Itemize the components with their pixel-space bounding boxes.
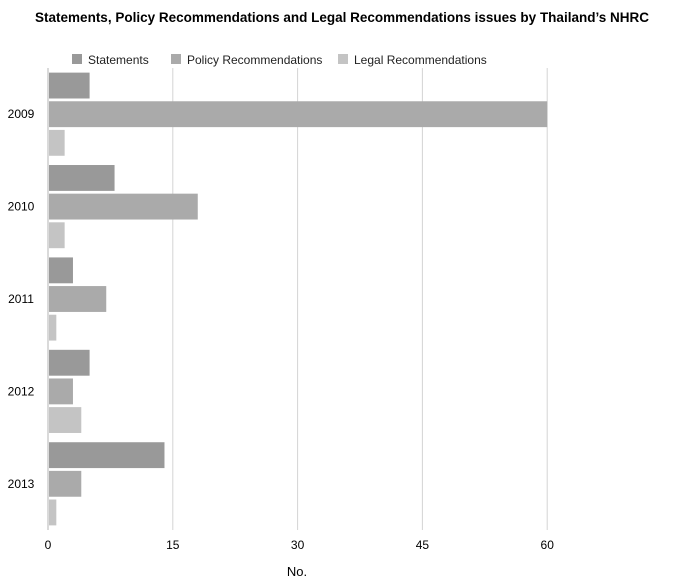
legend-swatch xyxy=(171,54,181,64)
y-tick-labels: 2009 2010 2011 2012 2013 xyxy=(8,107,35,491)
bar-statements-2011 xyxy=(49,257,73,284)
bar-policy-recommendations-2010 xyxy=(49,193,198,220)
y-tick-label: 2011 xyxy=(8,292,34,306)
bar-legal-recommendations-2010 xyxy=(49,222,65,249)
x-tick-label: 60 xyxy=(541,538,555,552)
x-tick-label: 45 xyxy=(416,538,430,552)
legend-label: Policy Recommendations xyxy=(187,53,322,67)
x-tick-label: 30 xyxy=(291,538,305,552)
bar-legal-recommendations-2013 xyxy=(49,499,57,526)
bars xyxy=(49,72,548,526)
chart-title: Statements, Policy Recommendations and L… xyxy=(35,10,649,25)
bar-statements-2010 xyxy=(49,165,115,191)
legend-label: Legal Recommendations xyxy=(354,53,487,67)
legend-swatch xyxy=(338,54,348,64)
bar-policy-recommendations-2009 xyxy=(49,101,548,128)
legend-label: Statements xyxy=(88,53,149,67)
y-tick-label: 2010 xyxy=(8,200,35,214)
bar-statements-2012 xyxy=(49,349,90,376)
x-tick-label: 0 xyxy=(45,538,52,552)
gridlines xyxy=(172,68,548,530)
bar-policy-recommendations-2013 xyxy=(49,470,82,497)
x-tick-labels: 0 15 30 45 60 xyxy=(45,538,555,552)
x-axis-title: No. xyxy=(287,564,307,578)
legend: Statements Policy Recommendations Legal Re… xyxy=(72,53,487,67)
legend-swatch xyxy=(72,54,82,64)
bar-legal-recommendations-2011 xyxy=(49,314,57,341)
bar-statements-2013 xyxy=(49,442,165,469)
bar-policy-recommendations-2011 xyxy=(49,286,107,312)
bar-legal-recommendations-2012 xyxy=(49,407,82,433)
y-tick-label: 2012 xyxy=(8,384,35,398)
y-tick-label: 2013 xyxy=(8,477,35,491)
y-tick-label: 2009 xyxy=(8,107,35,121)
x-tick-label: 15 xyxy=(166,538,180,552)
bar-statements-2009 xyxy=(49,72,90,99)
bar-policy-recommendations-2012 xyxy=(49,378,73,405)
bar-legal-recommendations-2009 xyxy=(49,129,65,156)
